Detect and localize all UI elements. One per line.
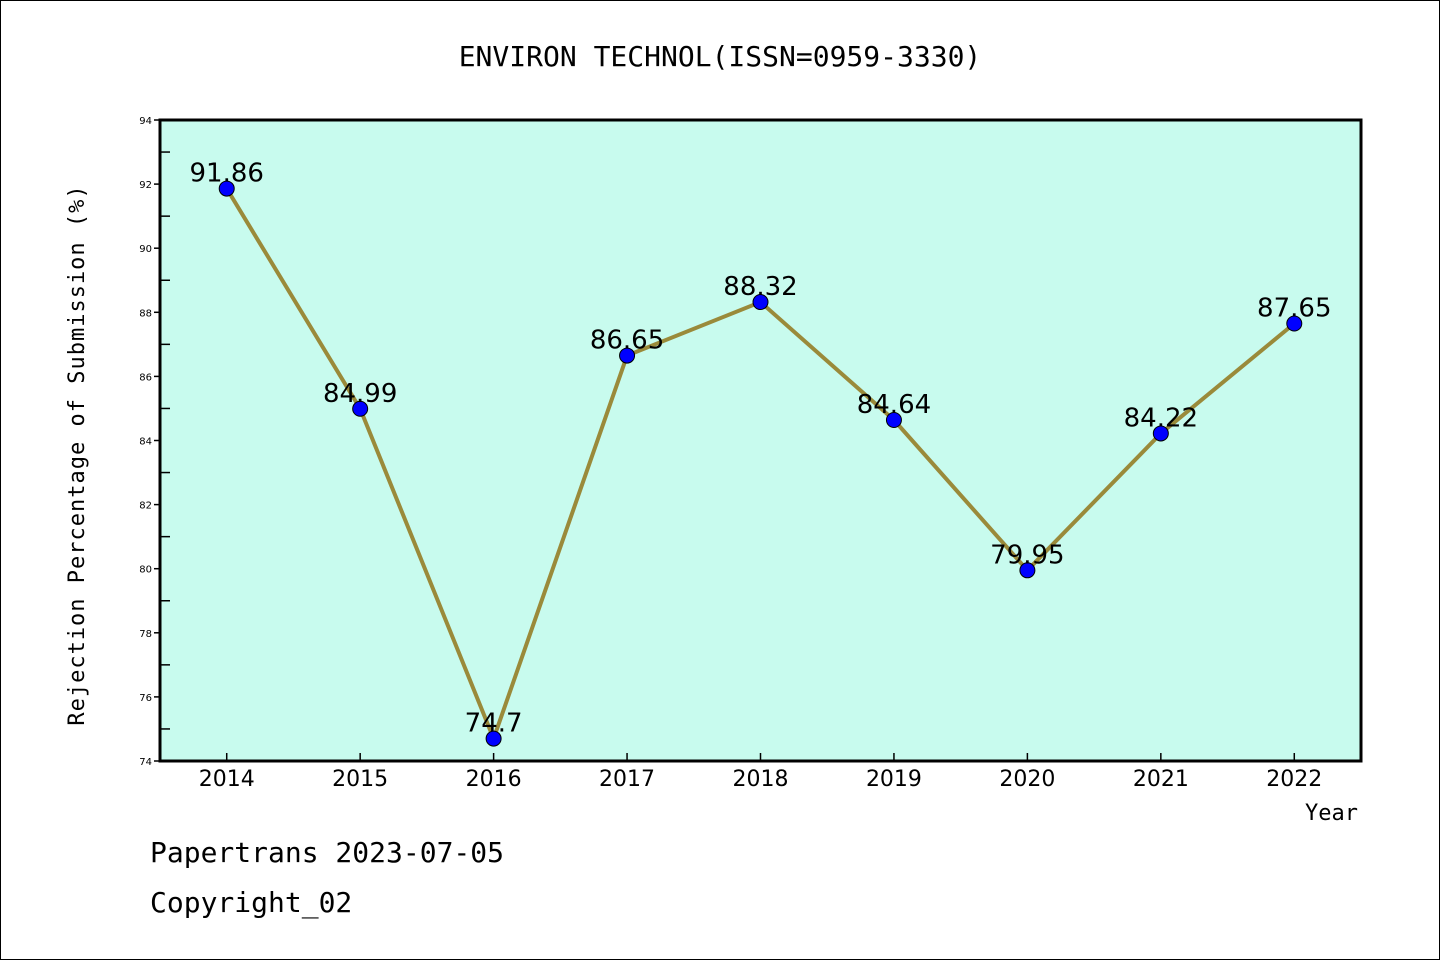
data-point bbox=[619, 347, 636, 364]
y-tick-label: 78 bbox=[139, 629, 152, 640]
y-tick-label: 86 bbox=[139, 372, 152, 383]
chart-title: ENVIRON TECHNOL(ISSN=0959-3330) bbox=[459, 40, 982, 73]
data-label: 79.95 bbox=[990, 540, 1064, 570]
x-tick-label: 2017 bbox=[599, 767, 655, 792]
x-axis-label: Year bbox=[1305, 801, 1358, 826]
data-point bbox=[352, 400, 369, 417]
data-label: 87.65 bbox=[1257, 294, 1331, 324]
x-tick-label: 2022 bbox=[1266, 767, 1322, 792]
plot-border bbox=[158, 118, 1363, 763]
data-label: 88.32 bbox=[723, 272, 797, 302]
x-tick-label: 2020 bbox=[999, 767, 1055, 792]
data-label: 84.99 bbox=[323, 379, 397, 409]
data-point bbox=[1019, 562, 1036, 579]
y-tick-label: 76 bbox=[139, 693, 152, 704]
y-tick-label: 90 bbox=[139, 244, 152, 255]
data-label: 91.86 bbox=[190, 159, 264, 189]
y-tick-label: 82 bbox=[139, 501, 152, 512]
x-tick-label: 2015 bbox=[332, 767, 388, 792]
y-tick-label: 88 bbox=[139, 308, 152, 319]
x-tick-label: 2019 bbox=[866, 767, 922, 792]
y-tick-label: 84 bbox=[139, 437, 152, 448]
data-label: 84.22 bbox=[1124, 403, 1198, 433]
data-point bbox=[485, 730, 502, 747]
footer-copyright: Copyright_02 bbox=[150, 886, 353, 919]
y-axis-label: Rejection Percentage of Submission (%) bbox=[65, 184, 90, 725]
x-tick-label: 2018 bbox=[733, 767, 789, 792]
footer-date: Papertrans 2023-07-05 bbox=[150, 836, 505, 869]
x-tick-label: 2014 bbox=[199, 767, 255, 792]
data-point bbox=[752, 294, 769, 311]
y-tick-label: 94 bbox=[139, 116, 152, 127]
data-point bbox=[1152, 425, 1169, 442]
data-point bbox=[885, 411, 902, 428]
x-tick-label: 2016 bbox=[466, 767, 522, 792]
data-label: 84.64 bbox=[857, 390, 931, 420]
y-tick-label: 74 bbox=[139, 757, 152, 768]
y-tick-label: 92 bbox=[139, 180, 152, 191]
data-label: 74.7 bbox=[465, 709, 523, 739]
data-point bbox=[218, 180, 235, 197]
y-tick-label: 80 bbox=[139, 565, 152, 576]
data-label: 86.65 bbox=[590, 326, 664, 356]
data-point bbox=[1286, 315, 1303, 332]
plot-area bbox=[160, 120, 1361, 761]
x-tick-label: 2021 bbox=[1133, 767, 1189, 792]
